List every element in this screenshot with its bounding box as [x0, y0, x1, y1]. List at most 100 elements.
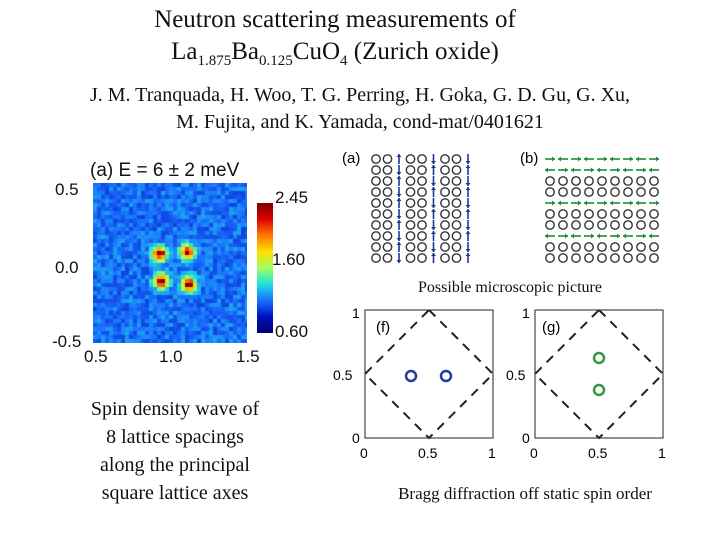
bragg-g-xtick-0: 0	[530, 445, 538, 461]
spin-site-circle	[584, 242, 594, 252]
spin-site-circle	[405, 165, 416, 175]
spin-site-circle	[417, 165, 427, 175]
spin-site-circle	[584, 220, 594, 230]
spin-site-circle	[440, 253, 450, 263]
spin-arrow-head	[431, 231, 436, 234]
sdw-caption-line2: 8 lattice spacings	[106, 426, 244, 448]
spin-site-circle	[584, 187, 594, 197]
spin-site-circle	[371, 209, 381, 219]
spin-site-circle	[623, 242, 633, 252]
spin-site-circle	[545, 176, 555, 186]
spin-arrow-head	[597, 167, 600, 173]
spin-site-circle	[451, 198, 462, 208]
neutron-intensity-heatmap	[93, 183, 247, 343]
spin-site-circle	[371, 231, 381, 241]
spin-arrow-head	[636, 156, 639, 162]
authors-line2: M. Fujita, and K. Yamada, cond-mat/04016…	[176, 111, 544, 133]
formula-ba: Ba	[231, 38, 260, 65]
bragg-f-ytick-0: 0	[352, 430, 360, 446]
spin-site-circle	[405, 187, 416, 197]
spin-site-circle	[623, 220, 633, 230]
spin-site-circle	[382, 231, 393, 241]
spin-arrow-head	[465, 187, 471, 190]
bragg-g-xtick-1: 1	[658, 445, 666, 461]
spin-site-circle	[636, 220, 646, 230]
spin-arrow-head	[396, 260, 402, 263]
spin-site-circle	[371, 220, 381, 230]
spin-site-circle	[371, 242, 381, 252]
spin-site-circle	[636, 242, 646, 252]
heatmap-xtick-left: 0.5	[84, 347, 108, 366]
spin-arrow-head	[545, 233, 548, 239]
spin-site-circle	[417, 198, 427, 208]
spin-arrow-head	[431, 249, 436, 252]
formula-cu: Cu	[292, 38, 322, 65]
spin-site-circle	[597, 209, 607, 219]
bragg-g-xtick-05: 0.5	[588, 445, 608, 461]
spin-arrow-head	[591, 233, 594, 239]
spin-site-circle	[558, 176, 568, 186]
spin-site-circle	[571, 253, 581, 263]
spin-arrow-head	[431, 205, 436, 208]
spin-site-circle	[571, 209, 581, 219]
spin-arrow-head	[396, 238, 402, 241]
spin-site-circle	[417, 242, 427, 252]
sdw-caption: Spin density wave of 8 lattice spacings …	[60, 395, 290, 507]
spin-site-circle	[649, 187, 659, 197]
spin-site-circle	[371, 187, 381, 197]
spin-arrow-head	[552, 156, 555, 162]
spin-site-circle	[649, 209, 659, 219]
heatmap-ytick-mid: 0.0	[55, 258, 79, 277]
spin-arrow-head	[656, 200, 659, 206]
spin-site-circle	[636, 253, 646, 263]
spin-site-circle	[558, 209, 568, 219]
spin-arrow-head	[597, 233, 600, 239]
spin-site-circle	[649, 253, 659, 263]
spin-site-circle	[584, 253, 594, 263]
spin-panel-a-label: (a)	[342, 150, 360, 167]
spin-arrow-head	[623, 167, 626, 173]
spin-site-circle	[417, 187, 427, 197]
spin-arrow-head	[396, 176, 402, 179]
heatmap-colorbar	[257, 203, 273, 333]
spin-site-circle	[451, 231, 462, 241]
spin-arrow-head	[630, 200, 633, 206]
sdw-caption-line1: Spin density wave of	[90, 398, 260, 420]
spin-site-circle	[382, 220, 393, 230]
spin-arrow-head	[591, 167, 594, 173]
colorbar-tick-mid: 1.60	[272, 250, 306, 269]
spin-site-circle	[597, 187, 607, 197]
heatmap-xtick-right: 1.5	[236, 347, 260, 366]
spin-arrow-head	[431, 161, 436, 164]
spin-site-circle	[597, 242, 607, 252]
spin-arrow-head	[431, 187, 436, 190]
heatmap-label: (a) E = 6 ± 2 meV	[90, 160, 240, 181]
spin-arrow-head	[465, 249, 471, 252]
spin-site-circle	[405, 209, 416, 219]
spin-site-circle	[371, 176, 381, 186]
spin-site-circle	[440, 176, 450, 186]
slide-title-line1: Neutron scattering measurements of	[154, 6, 516, 33]
spin-site-circle	[440, 165, 450, 175]
spin-arrow-head	[617, 233, 620, 239]
spin-arrow-head	[558, 200, 561, 206]
spin-arrangement-figure: (a) (b)	[342, 150, 659, 263]
spin-site-circle	[417, 253, 427, 263]
bragg-g-peak-bottom	[592, 383, 606, 397]
spin-site-circle	[610, 220, 620, 230]
spin-site-circle	[371, 253, 381, 263]
spin-site-circle	[451, 165, 462, 175]
colorbar-tick-low: 0.60	[275, 322, 309, 341]
spin-site-circle	[649, 176, 659, 186]
spin-site-circle	[405, 154, 416, 164]
spin-site-circle	[382, 253, 393, 263]
bragg-g-ytick-1: 1	[522, 305, 530, 321]
spin-site-circle	[440, 154, 450, 164]
spin-arrow-head	[465, 231, 471, 234]
spin-site-circle	[623, 187, 633, 197]
spin-arrow-head	[610, 200, 613, 206]
spin-site-circle	[382, 154, 393, 164]
formula-o-sub: 4	[340, 53, 348, 69]
spin-site-circle	[610, 209, 620, 219]
spin-site-circle	[451, 220, 462, 230]
